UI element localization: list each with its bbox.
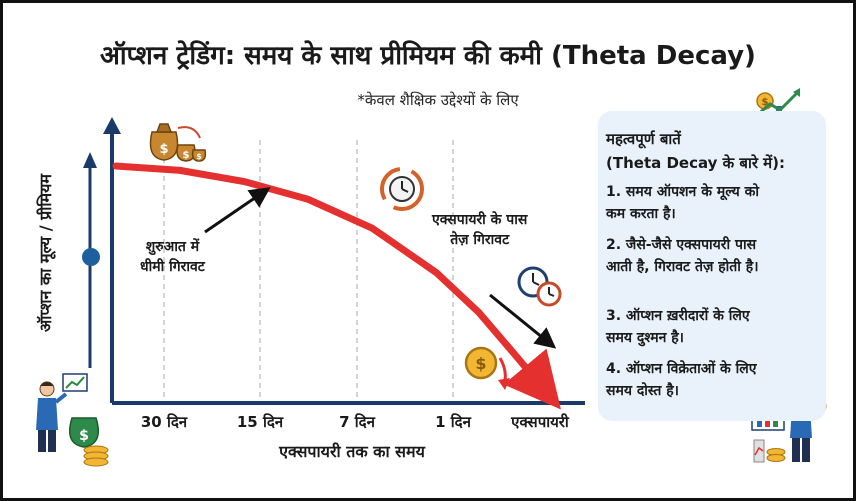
y-axis-arrowhead <box>103 117 121 134</box>
annotation-line: शुरुआत में <box>145 239 200 255</box>
key-point-line: 1. समय ऑपशन के मूल्य को <box>606 184 759 200</box>
panel-heading: महत्वपूर्ण बातें (Theta Decay के बारे मे… <box>606 127 785 175</box>
fast-decline-annotation: एक्सपायरी के पास तेज़ गिरावट <box>432 210 527 250</box>
panel-heading-line: (Theta Decay के बारे में): <box>606 154 786 172</box>
grid-lines <box>163 140 454 400</box>
svg-text:$: $ <box>79 428 89 444</box>
annotation-line: तेज़ गिरावट <box>450 232 510 248</box>
x-tick-label: 15 दिन <box>236 413 284 431</box>
key-point: 3. ऑप्शन ख़रीदारों के लिए समय दुश्मन है। <box>606 305 750 349</box>
annotation-line: धीमी गिरावट <box>140 259 205 275</box>
key-points-panel <box>598 111 826 421</box>
side-axis-dot <box>82 248 100 266</box>
key-point-line: 4. ऑप्शन विक्रेताओं के लिए <box>606 361 757 377</box>
key-point-line: कम करता है। <box>606 206 676 222</box>
alarm-clocks-icon <box>517 266 562 307</box>
clock-cycle-icon <box>380 167 424 211</box>
panel-heading-line: महत्वपूर्ण बातें <box>606 130 681 148</box>
key-point: 4. ऑप्शन विक्रेताओं के लिए समय दोस्त है। <box>606 358 756 402</box>
side-axis-arrowhead <box>83 152 97 168</box>
fast-decline-arrow <box>489 293 557 349</box>
key-point-line: आती है, गिरावट तेज़ होती है। <box>606 259 759 275</box>
page-title: ऑप्शन ट्रेडिंग: समय के साथ प्रीमियम की क… <box>100 41 756 71</box>
falling-coin-icon: $ <box>464 346 510 390</box>
x-tick-label: 1 दिन <box>435 413 471 431</box>
key-point-line: समय दुश्मन है। <box>606 330 684 346</box>
slow-decline-annotation: शुरुआत में धीमी गिरावट <box>140 237 205 277</box>
x-tick-label: 30 दिन <box>140 413 188 431</box>
key-point-line: 3. ऑप्शन ख़रीदारों के लिए <box>606 308 750 324</box>
subtitle: *केवल शैक्षिक उद्देश्यों के लिए <box>357 91 519 109</box>
premium-decay-curve <box>112 162 561 410</box>
y-axis-label: ऑप्शन का मूल्य / प्रीमियम <box>36 174 55 332</box>
slow-decline-arrow <box>204 187 271 234</box>
key-point: 2. जैसे-जैसे एक्सपायरी पास आती है, गिराव… <box>606 234 759 278</box>
annotation-line: एक्सपायरी के पास <box>432 212 528 228</box>
svg-text:$: $ <box>196 152 202 161</box>
key-point-line: 2. जैसे-जैसे एक्सपायरी पास <box>606 237 757 253</box>
presenter-person-icon: $ <box>36 373 109 467</box>
x-tick-label: 7 दिन <box>339 413 375 431</box>
x-axis-label: एक्सपायरी तक का समय <box>279 442 425 461</box>
svg-text:$: $ <box>762 97 769 108</box>
x-tick-label: एक्सपायरी <box>511 413 569 431</box>
key-point-line: समय दोस्त है। <box>606 383 679 399</box>
svg-text:$: $ <box>183 150 190 161</box>
svg-text:$: $ <box>159 142 168 157</box>
key-point: 1. समय ऑपशन के मूल्य को कम करता है। <box>606 181 759 225</box>
svg-text:$: $ <box>475 354 486 373</box>
money-bags-icon: $ $ $ <box>149 123 207 162</box>
